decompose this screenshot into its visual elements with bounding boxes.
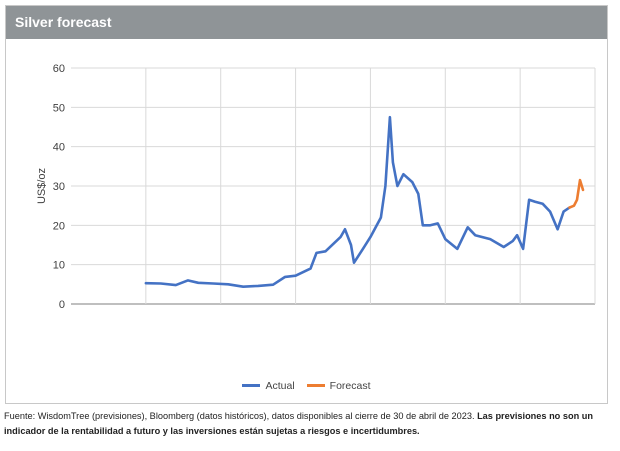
legend-swatch (242, 384, 261, 387)
legend-label: Actual (265, 379, 295, 392)
legend: Actual Forecast (6, 378, 607, 392)
chart-panel: Silver forecast 0 10 20 30 40 50 60 US$/oz Actu… (5, 5, 608, 404)
series-line-forecast (568, 178, 585, 209)
title-bar: Silver forecast (6, 6, 607, 39)
source-text: Fuente: WisdomTree (previsiones), Bloomb… (4, 411, 475, 421)
chart-title: Silver forecast (15, 14, 112, 30)
y-axis-label: US$/oz (36, 168, 48, 204)
y-tick-label: 0 (59, 299, 65, 311)
y-tick-label: 30 (53, 181, 65, 193)
series-line-actual (144, 115, 571, 288)
line-chart: 0 10 20 30 40 50 60 US$/oz (36, 63, 596, 311)
disclaimer-text: Las previsiones no son un indicador de l… (4, 411, 593, 436)
y-tick-label: 20 (53, 220, 65, 232)
y-tick-label: 50 (53, 102, 65, 114)
legend-item-actual: Actual (242, 379, 295, 392)
source-note: Fuente: WisdomTree (previsiones), Bloomb… (4, 409, 616, 439)
y-tick-label: 10 (53, 260, 65, 272)
legend-swatch (306, 384, 325, 387)
legend-label: Forecast (329, 379, 371, 392)
legend-item-forecast: Forecast (306, 379, 371, 392)
y-tick-label: 60 (53, 63, 65, 75)
y-tick-label: 40 (53, 142, 65, 154)
